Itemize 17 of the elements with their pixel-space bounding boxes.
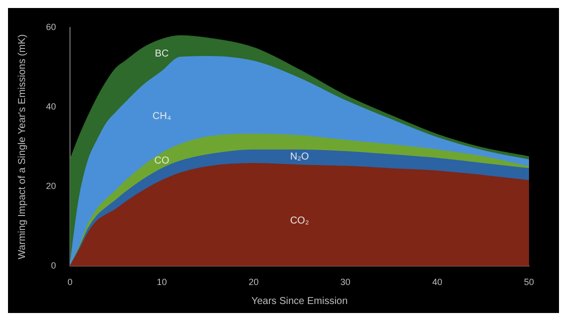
x-axis-title: Years Since Emission xyxy=(251,296,348,307)
series-label: CH₄ xyxy=(152,111,172,122)
y-axis-title: Warming Impact of a Single Year's Emissions (mK) xyxy=(16,34,28,260)
series-label: BC xyxy=(154,48,169,60)
x-tick-label: 0 xyxy=(68,277,73,288)
y-tick-label: 60 xyxy=(46,22,56,32)
x-tick-label: 30 xyxy=(340,277,350,288)
series-label: CO xyxy=(154,156,170,167)
y-tick-label: 20 xyxy=(46,181,56,192)
series-label: N₂O xyxy=(290,152,310,163)
x-tick-label: 10 xyxy=(156,277,167,288)
y-tick-label: 0 xyxy=(50,260,56,271)
x-tick-label: 50 xyxy=(524,277,534,288)
y-tick-label: 40 xyxy=(46,101,56,112)
series-label: CO₂ xyxy=(290,215,310,226)
x-tick-label: 20 xyxy=(248,277,259,288)
x-tick-label: 40 xyxy=(432,277,442,288)
